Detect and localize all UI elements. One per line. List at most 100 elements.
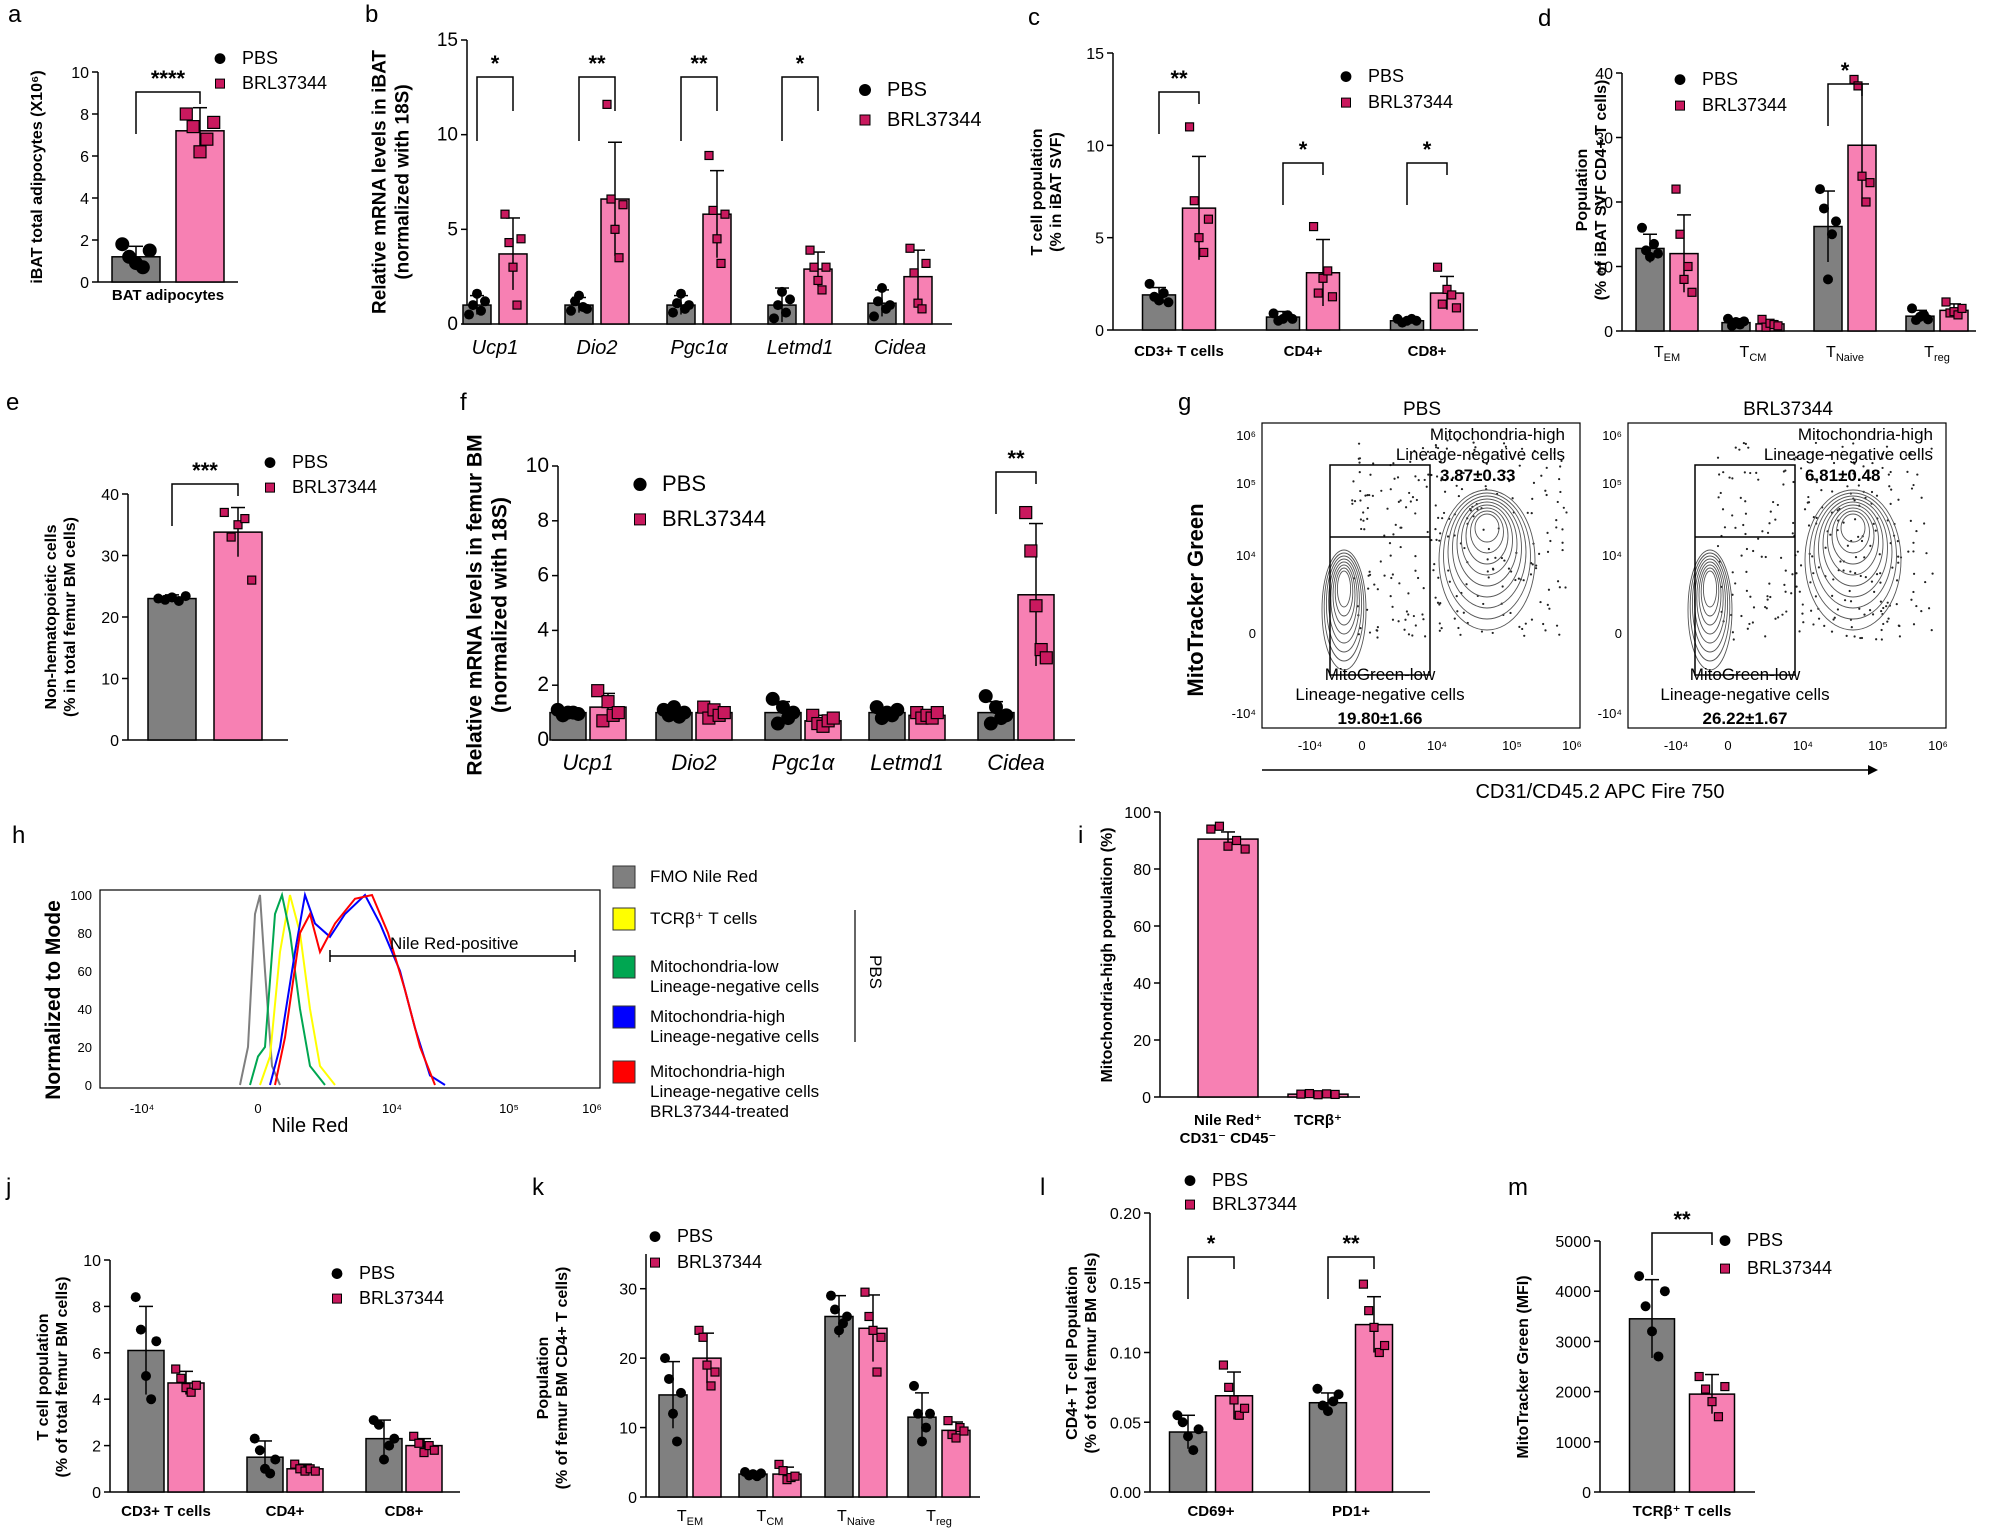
point-brl-d bbox=[1861, 197, 1871, 207]
flow-event-dot bbox=[1399, 545, 1402, 549]
flow-event-dot bbox=[1910, 487, 1914, 490]
point-brl-b bbox=[516, 234, 526, 244]
flow-contour bbox=[1330, 561, 1358, 635]
flow-event-dot bbox=[1430, 473, 1433, 477]
flow-event-dot bbox=[1360, 527, 1363, 531]
flow-event-dot bbox=[1859, 636, 1862, 640]
flow-event-dot bbox=[1517, 577, 1520, 580]
y-axis-label-i: Mitochondria-high population (%) bbox=[1099, 827, 1116, 1082]
flow-event-dot bbox=[1744, 532, 1747, 536]
sig-bracket-l bbox=[1327, 1256, 1375, 1299]
y-tick-label-l: 0.15 bbox=[1110, 1276, 1141, 1293]
point-pbs-b bbox=[468, 300, 478, 311]
point-pbs-b bbox=[672, 298, 682, 309]
flow-contour bbox=[1323, 552, 1365, 662]
flow-event-dot bbox=[1757, 537, 1760, 540]
flow-event-dot bbox=[1764, 605, 1767, 609]
flow-event-dot bbox=[1746, 627, 1749, 630]
flow-event-dot bbox=[1790, 592, 1793, 595]
sig-bracket-c bbox=[1158, 91, 1200, 134]
y-axis-label-a: iBAT total adipocytes (X10⁶) bbox=[29, 70, 46, 283]
flow-event-dot bbox=[1749, 471, 1752, 475]
flow-event-dot bbox=[1764, 635, 1767, 638]
sig-label-l: * bbox=[1207, 1231, 1216, 1256]
flow-event-dot bbox=[1782, 483, 1785, 486]
flow-event-dot bbox=[1784, 590, 1787, 593]
point-brl-a bbox=[193, 145, 207, 159]
point-pbs-k bbox=[925, 1408, 935, 1419]
point-brl-k bbox=[959, 1426, 969, 1436]
flow-event-dot bbox=[1398, 582, 1401, 585]
point-brl-f bbox=[601, 695, 615, 709]
point-brl-a bbox=[179, 107, 193, 121]
legend-marker-pbs-f bbox=[633, 477, 647, 491]
y-tick-label-i: 0 bbox=[1142, 1090, 1151, 1107]
gate-box-pbs bbox=[1329, 464, 1431, 676]
flow-event-dot bbox=[1453, 617, 1456, 620]
point-pbs-c bbox=[1411, 315, 1422, 326]
flow-event-dot bbox=[1785, 610, 1788, 613]
point-brl-b bbox=[606, 194, 616, 204]
flow-event-dot bbox=[1912, 572, 1916, 575]
hist-legend-label: TCRβ⁺ T cells bbox=[650, 909, 757, 928]
flow-event-dot bbox=[1803, 508, 1807, 511]
flow-event-dot bbox=[1500, 556, 1504, 560]
flow-event-dot bbox=[1781, 613, 1784, 616]
point-brl-l bbox=[1239, 1403, 1250, 1413]
y-tick-label-a: 8 bbox=[80, 107, 89, 124]
hist-legend-label: Lineage-negative cells bbox=[650, 1082, 819, 1101]
flow-event-dot bbox=[1463, 546, 1466, 550]
flow-event-dot bbox=[1853, 635, 1856, 638]
point-brl-c bbox=[1442, 284, 1452, 294]
hist-x-tick-label: -10⁴ bbox=[130, 1101, 154, 1116]
point-brl-b bbox=[618, 200, 628, 210]
y-tick-label-i: 20 bbox=[1133, 1033, 1151, 1050]
flow-event-dot bbox=[1425, 485, 1428, 488]
sig-bracket-e bbox=[171, 483, 239, 526]
flow-event-dot bbox=[1863, 556, 1866, 559]
point-brl-b bbox=[716, 258, 726, 269]
flow-y-tick-label: 10⁴ bbox=[1236, 548, 1256, 563]
flow-event-dot bbox=[1486, 570, 1489, 573]
point-pbs-f bbox=[890, 702, 905, 717]
flow-event-dot bbox=[1416, 576, 1420, 580]
flow-event-dot bbox=[1353, 500, 1357, 503]
point-pbs-f bbox=[869, 700, 884, 715]
flow-event-dot bbox=[1518, 464, 1521, 467]
flow-event-dot bbox=[1815, 516, 1818, 519]
point-brl-c bbox=[1451, 303, 1462, 313]
flow-event-dot bbox=[1456, 439, 1459, 442]
flow-event-dot bbox=[1842, 569, 1845, 572]
y-tick-label-d: 0 bbox=[1604, 324, 1613, 341]
flow-contour bbox=[1461, 504, 1513, 576]
legend-marker-brl-m bbox=[1720, 1263, 1730, 1274]
flow-event-dot bbox=[1879, 581, 1882, 584]
point-pbs-l bbox=[1172, 1410, 1183, 1421]
point-brl-b bbox=[500, 209, 510, 219]
point-brl-b bbox=[817, 285, 827, 295]
flow-event-dot bbox=[1392, 462, 1395, 465]
flow-event-dot bbox=[1854, 454, 1858, 457]
flow-event-dot bbox=[1863, 613, 1866, 616]
flow-event-dot bbox=[1740, 554, 1743, 557]
flow-event-dot bbox=[1363, 528, 1366, 531]
point-brl-l bbox=[1218, 1360, 1229, 1370]
legend-label-brl-j: BRL37344 bbox=[359, 1288, 444, 1308]
flow-event-dot bbox=[1799, 564, 1803, 567]
flow-event-dot bbox=[1881, 457, 1884, 460]
x-tick-label-i: TCRβ⁺ bbox=[1294, 1112, 1342, 1129]
legend-label-brl-m: BRL37344 bbox=[1747, 1258, 1832, 1278]
hist-y-label: Normalized to Mode bbox=[42, 900, 65, 1100]
y-tick-label-j: 10 bbox=[83, 1253, 101, 1270]
flow-event-dot bbox=[1509, 611, 1512, 615]
flow-event-dot bbox=[1752, 549, 1755, 553]
flow-event-dot bbox=[1558, 586, 1561, 589]
legend-marker-brl-d bbox=[1675, 100, 1685, 111]
hist-legend-label: Lineage-negative cells bbox=[650, 1027, 819, 1046]
flow-event-dot bbox=[1823, 624, 1826, 627]
flow-event-dot bbox=[1845, 634, 1848, 637]
chart-f: f Relative mRNA levels in femur BM (normal… bbox=[460, 389, 1075, 776]
legend-marker-brl-b bbox=[859, 114, 871, 126]
flow-event-dot bbox=[1912, 541, 1915, 544]
flow-contour bbox=[1702, 570, 1718, 608]
